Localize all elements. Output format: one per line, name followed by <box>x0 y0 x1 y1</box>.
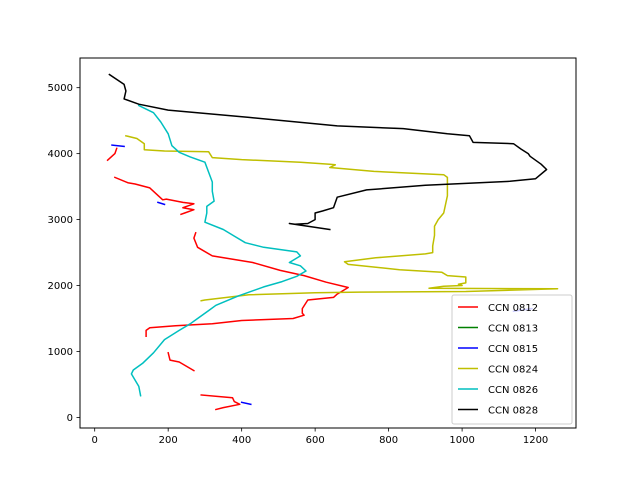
y-tick-label: 1000 <box>48 347 73 358</box>
legend-label: CCN 0826 <box>488 385 538 396</box>
x-axis: 0 200 400 600 800 1000 1200 <box>92 428 548 446</box>
series-line-segment <box>156 201 166 206</box>
series-ccn-0826 <box>130 104 307 397</box>
series-ccn-0828 <box>108 73 548 231</box>
legend-label: CCN 0812 <box>488 303 538 314</box>
series-line-segment <box>200 394 241 411</box>
series-ccn-0812 <box>106 147 349 411</box>
y-tick-label: 2000 <box>48 281 73 292</box>
y-axis: 0 1000 2000 3000 4000 5000 <box>48 83 80 424</box>
series-line-segment <box>145 231 349 338</box>
axes-frame <box>79 57 577 429</box>
x-tick-label: 800 <box>379 435 398 446</box>
x-tick-label: 200 <box>159 435 178 446</box>
x-tick-label: 1200 <box>523 435 548 446</box>
y-tick-label: 3000 <box>48 215 73 226</box>
series-ccn-0824 <box>124 134 559 302</box>
y-tick-label: 4000 <box>48 149 73 160</box>
legend-label: CCN 0813 <box>488 324 538 335</box>
x-tick-label: 600 <box>306 435 325 446</box>
x-tick-label: 0 <box>92 435 98 446</box>
series-line-segment <box>240 401 252 406</box>
legend-label: CCN 0815 <box>488 344 538 355</box>
y-tick-label: 0 <box>67 413 73 424</box>
legend-label: CCN 0824 <box>488 365 538 376</box>
series-line-segment <box>106 147 118 162</box>
legend-box <box>451 294 573 425</box>
series-line-segment <box>111 144 125 148</box>
legend: CCN 0812 CCN 0813 CCN 0815 CCN 0824 CCN 0826… <box>451 294 573 425</box>
series-line-segment <box>130 104 307 397</box>
series-line-segment <box>124 134 559 302</box>
series-line-segment <box>108 73 548 231</box>
y-tick-label: 5000 <box>48 83 73 94</box>
series-line-segment <box>113 176 195 216</box>
series-line-segment <box>167 351 195 372</box>
x-tick-label: 400 <box>232 435 251 446</box>
x-tick-label: 1000 <box>449 435 474 446</box>
legend-label: CCN 0828 <box>488 406 538 417</box>
